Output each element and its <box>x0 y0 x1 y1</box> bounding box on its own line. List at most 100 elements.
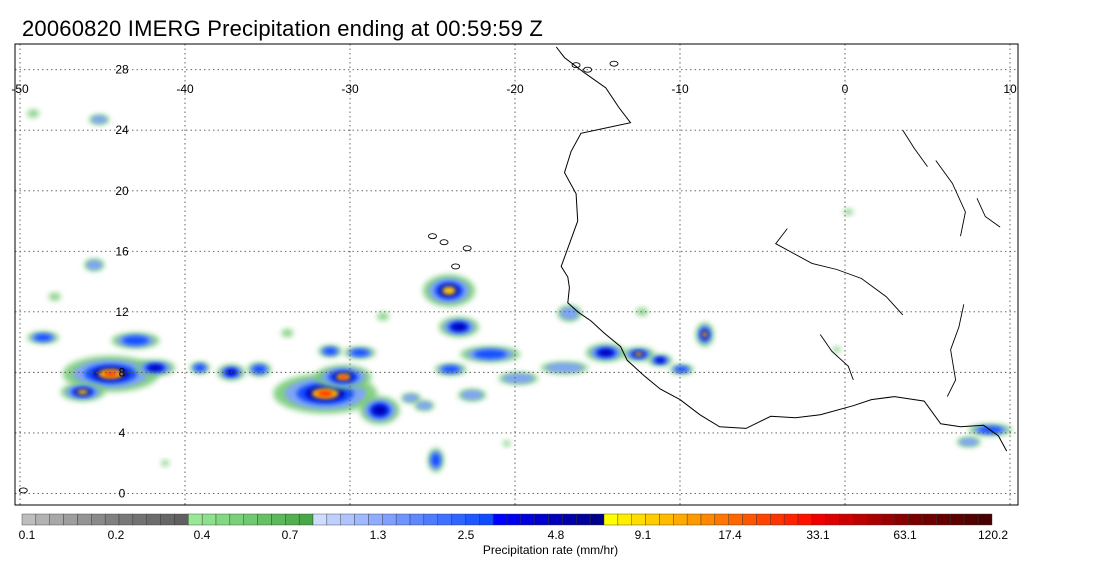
lon-tick-label: -20 <box>506 82 524 96</box>
colorbar-swatch <box>368 513 383 526</box>
colorbar-swatch <box>174 513 189 526</box>
lon-tick-label: -40 <box>176 82 194 96</box>
colorbar-swatch <box>797 513 813 526</box>
lat-tick-label: 12 <box>115 305 129 319</box>
colorbar-swatch <box>312 513 328 526</box>
page-title: 20060820 IMERG Precipitation ending at 0… <box>22 16 544 41</box>
colorbar-swatch <box>201 513 217 526</box>
colorbar-swatch <box>160 513 175 526</box>
lon-tick-label: -50 <box>11 82 29 96</box>
island <box>583 66 593 73</box>
colorbar-swatch <box>950 513 965 526</box>
precip-cell <box>323 347 337 355</box>
colorbar-swatch <box>617 513 632 526</box>
colorbar-swatch <box>326 513 341 526</box>
lon-tick-label: -10 <box>671 82 689 96</box>
colorbar-tick-label: 120.2 <box>977 528 1009 542</box>
island <box>439 239 449 246</box>
precip-cell <box>351 349 369 356</box>
colorbar-swatch <box>534 513 549 526</box>
precip-cell <box>27 109 40 118</box>
colorbar-swatch <box>576 513 591 526</box>
colorbar-tick-label: 0.4 <box>193 528 211 542</box>
precip-cell <box>843 208 854 215</box>
inland-water <box>902 129 928 167</box>
inland-water <box>976 198 1001 228</box>
colorbar-swatch <box>118 513 134 526</box>
island <box>451 263 461 270</box>
colorbar-swatch <box>340 513 355 526</box>
island <box>609 60 619 67</box>
colorbar-swatch <box>520 513 535 526</box>
colorbar-swatch <box>506 513 522 526</box>
colorbar-swatch <box>964 513 979 526</box>
colorbar-swatch <box>867 513 882 526</box>
colorbar-swatch <box>132 513 147 526</box>
precip-cell <box>461 390 484 400</box>
island <box>571 62 581 69</box>
lon-tick-label: 0 <box>842 82 849 96</box>
precip-cell <box>545 363 584 373</box>
island <box>428 233 437 240</box>
colorbar-tick-label: 9.1 <box>634 528 652 542</box>
colorbar-swatch <box>728 513 743 526</box>
precip-cell <box>403 394 419 402</box>
coastline-africa <box>555 46 1008 452</box>
precip-cell <box>473 349 507 359</box>
colorbar-swatch <box>631 513 646 526</box>
precip-cell <box>655 357 665 363</box>
precip-cell <box>103 371 119 377</box>
colorbar-unit-label: Precipitation rate (mm/hr) <box>482 543 619 557</box>
precip-cell <box>959 438 979 446</box>
precip-cell <box>634 352 643 357</box>
precip-cell <box>598 349 614 357</box>
island <box>18 487 28 494</box>
colorbar-swatch <box>257 513 272 526</box>
colorbar-swatch <box>188 513 203 526</box>
colorbar-swatch <box>104 513 120 526</box>
colorbar-tick-label: 63.1 <box>893 528 917 542</box>
lat-tick-label: 16 <box>115 244 129 258</box>
precip-cell <box>451 323 467 331</box>
colorbar-swatch <box>922 513 937 526</box>
colorbar-swatch <box>285 513 300 526</box>
inland-water <box>819 334 854 381</box>
precipitation-field <box>27 109 1013 473</box>
colorbar-swatch <box>146 513 161 526</box>
colorbar-swatch <box>548 513 563 526</box>
colorbar-swatch <box>936 513 951 526</box>
precip-cell <box>122 336 149 345</box>
colorbar-swatch <box>271 513 286 526</box>
colorbar-swatch <box>825 513 840 526</box>
precip-cell <box>675 366 689 373</box>
colorbar-swatch <box>479 513 494 526</box>
precip-cell <box>147 364 163 371</box>
precip-cell <box>441 366 460 373</box>
colorbar-swatch <box>700 513 716 526</box>
colorbar-swatch <box>839 513 854 526</box>
precip-cell <box>431 453 441 467</box>
inland-water <box>775 228 904 316</box>
lat-tick-label: 24 <box>115 123 129 137</box>
lon-tick-label: 10 <box>1003 82 1017 96</box>
lat-tick-label: 0 <box>119 486 126 500</box>
inland-water <box>935 160 966 237</box>
colorbar-swatch <box>811 513 826 526</box>
colorbar-swatch <box>908 513 923 526</box>
colorbar-swatch <box>853 513 868 526</box>
colorbar-swatch <box>589 513 605 526</box>
coastlines <box>18 46 1008 494</box>
colorbar-swatch <box>742 513 757 526</box>
colorbar-swatch <box>49 513 64 526</box>
precip-cell <box>377 312 389 321</box>
colorbar-tick-label: 17.4 <box>718 528 742 542</box>
precip-cell <box>442 286 456 295</box>
colorbar-swatch <box>645 513 660 526</box>
colorbar-swatch <box>562 513 577 526</box>
precip-cell <box>636 307 649 316</box>
precip-cell <box>372 404 388 416</box>
colorbar-swatch <box>492 513 508 526</box>
inland-water <box>946 304 965 397</box>
precip-cell <box>86 260 103 270</box>
colorbar-swatch <box>21 513 37 526</box>
